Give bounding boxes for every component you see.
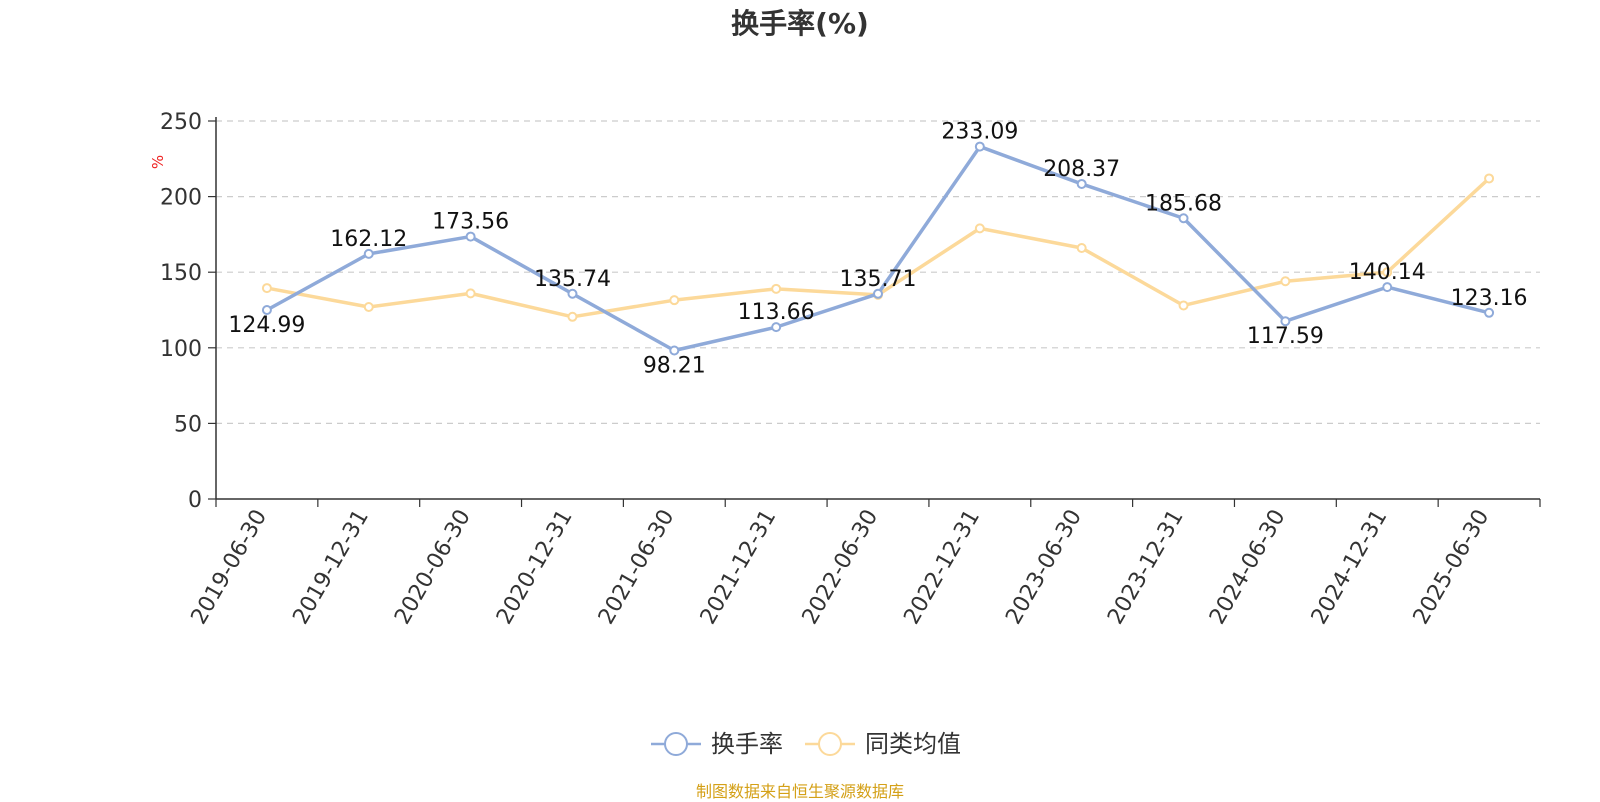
x-tick-label: 2025-06-30 [1409, 506, 1495, 629]
series-1-point [1484, 173, 1495, 184]
data-labels: 124.99 162.12 173.56 135.74 98.21 113.66 135.7… [228, 120, 1527, 379]
data-label: 185.68 [1145, 191, 1222, 216]
series-0-point [669, 345, 680, 356]
series-1-point [465, 288, 476, 299]
x-tick-label: 2023-06-30 [1001, 506, 1087, 629]
y-tick-label: 100 [160, 337, 202, 362]
x-tick-label: 2019-06-30 [187, 506, 273, 629]
y-tick-label: 200 [160, 186, 202, 211]
data-label: 208.37 [1043, 157, 1120, 182]
x-tick-label: 2024-06-30 [1205, 506, 1291, 629]
series-0-point [1484, 307, 1495, 318]
series-1-point [1382, 267, 1393, 278]
y-tick-label: 50 [174, 412, 202, 437]
y-tick-label: 0 [188, 488, 202, 513]
series-1-point [261, 283, 272, 294]
y-tick-label: 150 [160, 261, 202, 286]
legend-marker-1 [818, 732, 842, 756]
legend-marker-0 [664, 732, 688, 756]
series-0-point [465, 231, 476, 242]
series-1-point [567, 311, 578, 322]
series-line-0 [266, 144, 1490, 353]
series-0-point [363, 248, 374, 259]
x-tick-label: 2022-12-31 [899, 506, 985, 629]
series-1-point [1280, 276, 1291, 287]
series-0-point [1382, 282, 1393, 293]
grid-lines [216, 120, 1540, 424]
x-tick-label: 2020-06-30 [390, 505, 476, 628]
y-axis-unit: % [149, 155, 167, 169]
legend-label-0: 换手率 [711, 730, 783, 758]
series-0-point [974, 141, 985, 152]
series-0-point [1280, 316, 1291, 327]
series-0-point [567, 288, 578, 299]
series-0-point [1178, 213, 1189, 224]
chart-title: 换手率(%) [731, 7, 869, 40]
series-lines [261, 141, 1495, 356]
data-label: 124.99 [228, 313, 305, 338]
data-label: 135.74 [534, 267, 611, 292]
data-label: 140.14 [1349, 260, 1426, 285]
series-1-point [669, 295, 680, 306]
data-label: 123.16 [1451, 286, 1528, 311]
data-label: 233.09 [941, 120, 1018, 145]
data-label: 173.56 [432, 210, 509, 235]
series-0-point [771, 322, 782, 333]
x-tick-label: 2023-12-31 [1103, 506, 1189, 629]
series-1-point [974, 223, 985, 234]
x-tick-label: 2021-12-31 [696, 506, 782, 629]
x-tick-label: 2021-06-30 [594, 506, 680, 629]
data-label: 135.71 [840, 267, 917, 292]
x-tick-label: 2024-12-31 [1307, 506, 1393, 629]
source-note: 制图数据来自恒生聚源数据库 [695, 782, 904, 801]
y-tick-label: 250 [160, 110, 202, 135]
x-tick-label: 2020-12-31 [492, 506, 578, 629]
series-0-point [261, 305, 272, 316]
series-1-point [1076, 243, 1087, 254]
legend-label-1: 同类均值 [865, 730, 961, 758]
series-1-point [363, 301, 374, 312]
series-0-point [873, 288, 883, 299]
series-0-point [1076, 178, 1087, 189]
data-label: 113.66 [738, 300, 815, 325]
x-tick-label: 2019-12-31 [288, 506, 374, 629]
legend: 换手率 同类均值 [651, 730, 961, 758]
series-1-point [1178, 300, 1189, 311]
data-label: 98.21 [643, 354, 706, 379]
data-label: 162.12 [330, 227, 407, 252]
x-tick-label: 2022-06-30 [798, 506, 884, 629]
data-label: 117.59 [1247, 324, 1324, 349]
series-1-point [771, 283, 782, 294]
